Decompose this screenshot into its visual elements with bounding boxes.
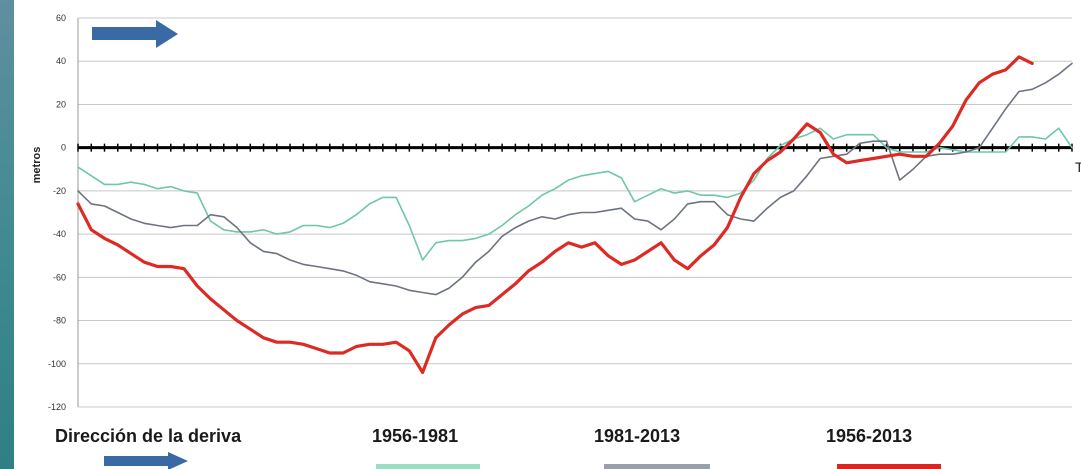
legend-swatch-1956-1981 [376, 464, 480, 469]
x-axis-end-label: T [1075, 159, 1081, 175]
legend-swatch-1956-2013 [837, 464, 941, 469]
legend: Dirección de la deriva 1956-1981 1981-20… [0, 418, 1081, 469]
left-edge-decoration [0, 0, 14, 469]
series-line-1956-2013 [76, 55, 1034, 374]
y-tick-label: -40 [53, 229, 66, 239]
y-tick-label: -80 [53, 316, 66, 326]
series-layer [76, 55, 1073, 374]
y-tick-label: 20 [56, 99, 66, 109]
y-axis-title: metros [31, 147, 43, 184]
legend-label-1981-2013: 1981-2013 [594, 426, 681, 446]
y-tick-label: 60 [56, 13, 66, 23]
y-tick-label: -100 [48, 359, 66, 369]
legend-direction-label: Dirección de la deriva [55, 426, 242, 446]
y-tick-label: 40 [56, 56, 66, 66]
grid-layer [78, 17, 1072, 408]
y-tick-label: -120 [48, 402, 66, 412]
direction-arrow-icon [104, 452, 188, 469]
y-tick-label: 0 [61, 143, 66, 153]
axis-layer: 60 40 20 0 -20 -40 -60 -80 -100 -120 [48, 13, 1073, 412]
series-line-1981-2013 [77, 62, 1073, 296]
marks-layer [77, 56, 1073, 374]
series-line-1956-1981 [77, 127, 1073, 261]
legend-label-1956-1981: 1956-1981 [372, 426, 459, 446]
y-tick-label: -20 [53, 186, 66, 196]
y-tick-label: -60 [53, 272, 66, 282]
legend-swatch-1981-2013 [604, 464, 710, 469]
legend-label-1956-2013: 1956-2013 [826, 426, 913, 446]
direction-arrow-top [92, 20, 178, 48]
